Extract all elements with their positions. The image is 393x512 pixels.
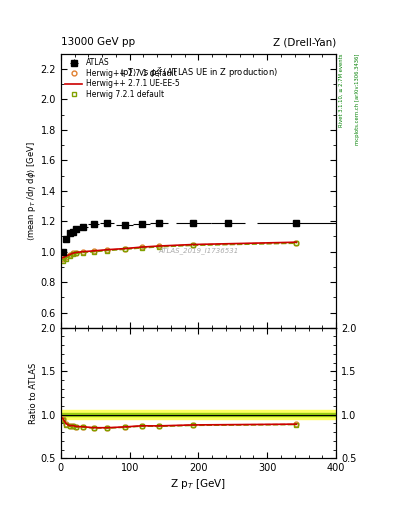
Text: mcplots.cern.ch [arXiv:1306.3436]: mcplots.cern.ch [arXiv:1306.3436]	[355, 54, 360, 145]
Herwig++ 2.7.1 UE-EE-5	[67, 251, 72, 258]
Herwig++ 2.7.1 default	[294, 240, 299, 246]
Herwig++ 2.7.1 UE-EE-5	[122, 246, 127, 252]
Herwig 7.2.1 default	[60, 258, 65, 264]
Herwig++ 2.7.1 default	[140, 244, 144, 250]
Herwig++ 2.7.1 default	[91, 248, 96, 254]
Y-axis label: $\langle$mean p$_T$ /d$\eta$ d$\phi\rangle$ [GeV]: $\langle$mean p$_T$ /d$\eta$ d$\phi\rang…	[25, 141, 38, 241]
Herwig++ 2.7.1 default	[105, 247, 110, 253]
Herwig++ 2.7.1 UE-EE-5	[156, 243, 161, 249]
Bar	[61, 413, 336, 416]
Herwig 7.2.1 default	[91, 249, 96, 255]
Herwig++ 2.7.1 default	[64, 254, 68, 260]
Y-axis label: Ratio to ATLAS: Ratio to ATLAS	[29, 362, 38, 423]
Text: Rivet 3.1.10, ≥ 2.7M events: Rivet 3.1.10, ≥ 2.7M events	[339, 54, 344, 127]
Herwig++ 2.7.1 UE-EE-5	[294, 239, 299, 245]
Herwig++ 2.7.1 default	[67, 252, 72, 258]
Herwig++ 2.7.1 UE-EE-5	[74, 249, 79, 255]
Herwig++ 2.7.1 UE-EE-5	[71, 250, 75, 256]
Herwig++ 2.7.1 default	[122, 246, 127, 252]
X-axis label: Z p$_T$ [GeV]: Z p$_T$ [GeV]	[171, 477, 226, 492]
Herwig 7.2.1 default	[140, 245, 144, 251]
Text: $\langle$pT$\rangle$ vs p$_T^Z$ (ATLAS UE in Z production): $\langle$pT$\rangle$ vs p$_T^Z$ (ATLAS U…	[119, 65, 278, 80]
Herwig++ 2.7.1 default	[191, 242, 196, 248]
Herwig 7.2.1 default	[81, 249, 86, 255]
Herwig++ 2.7.1 default	[81, 249, 86, 255]
Herwig++ 2.7.1 UE-EE-5	[91, 248, 96, 254]
Herwig++ 2.7.1 default	[71, 250, 75, 257]
Herwig++ 2.7.1 default	[60, 255, 65, 262]
Herwig++ 2.7.1 UE-EE-5	[140, 244, 144, 250]
Herwig 7.2.1 default	[122, 246, 127, 252]
Herwig++ 2.7.1 UE-EE-5	[191, 242, 196, 248]
Herwig 7.2.1 default	[294, 240, 299, 246]
Herwig 7.2.1 default	[156, 244, 161, 250]
Herwig++ 2.7.1 UE-EE-5	[64, 253, 68, 259]
Herwig++ 2.7.1 UE-EE-5	[60, 254, 65, 261]
Text: ATLAS_2019_I1736531: ATLAS_2019_I1736531	[158, 248, 239, 254]
Line: Herwig++ 2.7.1 default: Herwig++ 2.7.1 default	[60, 240, 299, 261]
Herwig 7.2.1 default	[74, 250, 79, 257]
Herwig++ 2.7.1 UE-EE-5	[105, 247, 110, 253]
Herwig 7.2.1 default	[105, 247, 110, 253]
Herwig++ 2.7.1 UE-EE-5	[81, 249, 86, 255]
Line: Herwig++ 2.7.1 UE-EE-5: Herwig++ 2.7.1 UE-EE-5	[62, 242, 296, 258]
Line: Herwig 7.2.1 default: Herwig 7.2.1 default	[60, 241, 299, 263]
Herwig 7.2.1 default	[67, 253, 72, 259]
Herwig++ 2.7.1 default	[74, 250, 79, 256]
Bar	[61, 411, 336, 419]
Herwig 7.2.1 default	[191, 242, 196, 248]
Herwig++ 2.7.1 default	[156, 243, 161, 249]
Herwig 7.2.1 default	[64, 255, 68, 262]
Text: 13000 GeV pp: 13000 GeV pp	[61, 37, 135, 47]
Text: Z (Drell-Yan): Z (Drell-Yan)	[273, 37, 336, 47]
Herwig 7.2.1 default	[71, 251, 75, 258]
Legend: ATLAS, Herwig++ 2.7.1 default, Herwig++ 2.7.1 UE-EE-5, Herwig 7.2.1 default: ATLAS, Herwig++ 2.7.1 default, Herwig++ …	[64, 57, 182, 100]
